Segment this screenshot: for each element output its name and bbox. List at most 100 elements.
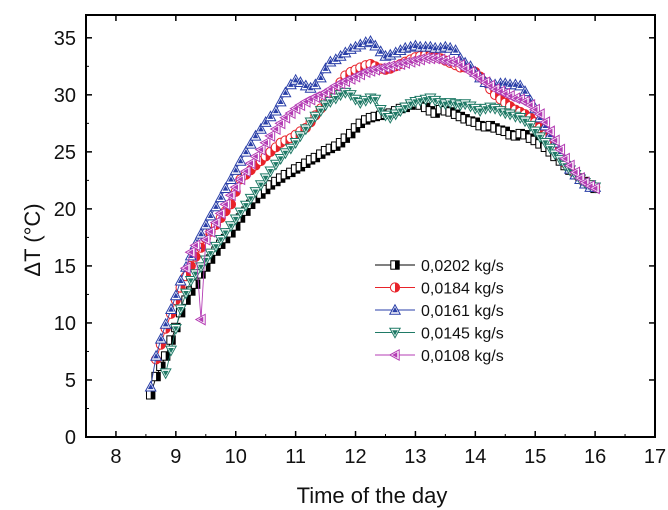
data-point bbox=[145, 390, 156, 400]
data-point bbox=[346, 128, 356, 139]
data-point bbox=[399, 102, 412, 114]
data-point bbox=[544, 143, 557, 155]
data-point bbox=[259, 173, 272, 185]
data-point bbox=[269, 123, 281, 136]
data-point bbox=[364, 34, 377, 46]
data-point bbox=[314, 106, 327, 118]
legend-item: 0,0184 kg/s bbox=[375, 281, 504, 298]
x-tick-label: 11 bbox=[285, 446, 306, 468]
data-point bbox=[514, 79, 527, 91]
data-point bbox=[204, 248, 217, 260]
data-point bbox=[214, 234, 227, 246]
data-point bbox=[214, 207, 226, 220]
data-point bbox=[543, 125, 555, 138]
data-point bbox=[309, 78, 322, 90]
data-point bbox=[284, 143, 297, 155]
legend-item: 0,0108 kg/s bbox=[375, 348, 504, 365]
data-point bbox=[249, 150, 261, 163]
plot-area bbox=[85, 14, 656, 438]
y-tick-label: 20 bbox=[54, 199, 76, 221]
data-point bbox=[189, 269, 202, 281]
data-point bbox=[194, 313, 206, 326]
data-point bbox=[569, 166, 581, 179]
data-point bbox=[274, 154, 287, 165]
series-5 bbox=[179, 52, 600, 326]
legend-marker bbox=[389, 282, 401, 293]
data-point bbox=[528, 103, 540, 116]
data-point bbox=[244, 157, 256, 170]
data-point bbox=[269, 159, 282, 171]
data-point bbox=[314, 71, 327, 83]
data-point bbox=[289, 138, 302, 149]
legend-label: 0,0161 kg/s bbox=[421, 303, 504, 320]
series-line bbox=[185, 57, 596, 320]
data-point bbox=[239, 200, 252, 212]
data-point bbox=[219, 228, 232, 240]
data-point bbox=[518, 85, 532, 97]
legend-label: 0,0108 kg/s bbox=[421, 348, 504, 365]
data-point bbox=[224, 189, 236, 202]
data-point bbox=[165, 303, 178, 314]
legend-item: 0,0202 kg/s bbox=[375, 258, 504, 275]
data-point bbox=[239, 165, 251, 178]
data-point bbox=[558, 152, 570, 165]
x-tick-label: 13 bbox=[404, 446, 426, 468]
data-point bbox=[264, 166, 277, 178]
data-point bbox=[573, 172, 585, 185]
data-point bbox=[234, 173, 246, 186]
data-point bbox=[279, 111, 291, 124]
data-point bbox=[184, 246, 196, 259]
data-point bbox=[294, 76, 307, 87]
data-point bbox=[304, 117, 317, 129]
legend-label: 0,0184 kg/s bbox=[421, 281, 504, 298]
legend-marker bbox=[388, 303, 402, 315]
data-point bbox=[234, 207, 247, 219]
legend-item: 0,0145 kg/s bbox=[375, 326, 504, 343]
data-point bbox=[249, 129, 262, 141]
data-point bbox=[309, 111, 322, 123]
y-tick-label: 35 bbox=[54, 28, 76, 50]
x-tick-label: 17 bbox=[644, 446, 666, 468]
series-4 bbox=[159, 87, 602, 380]
data-point bbox=[214, 191, 227, 203]
data-point bbox=[548, 134, 560, 147]
y-tick-label: 15 bbox=[54, 256, 76, 278]
y-tick-label: 25 bbox=[54, 142, 76, 164]
data-point bbox=[209, 200, 223, 212]
series-3 bbox=[144, 34, 602, 392]
data-point bbox=[374, 104, 387, 116]
data-point bbox=[174, 274, 187, 286]
y-axis-title: ΔT (°C) bbox=[20, 203, 45, 276]
x-axis-title: Time of the day bbox=[297, 483, 448, 508]
data-point bbox=[554, 143, 566, 156]
y-axis: 0 5 10 15 20 25 30 35 bbox=[54, 28, 655, 449]
data-point bbox=[264, 129, 276, 142]
data-point bbox=[229, 181, 241, 194]
data-point bbox=[244, 193, 257, 205]
data-point bbox=[159, 317, 172, 329]
data-point bbox=[194, 262, 208, 274]
data-point bbox=[274, 117, 286, 130]
data-point bbox=[151, 371, 161, 382]
x-tick-label: 14 bbox=[464, 446, 486, 468]
data-point bbox=[449, 44, 462, 56]
x-tick-label: 15 bbox=[524, 446, 546, 468]
x-axis: 8 9 10 11 12 13 14 15 16 17 bbox=[110, 15, 666, 468]
data-point bbox=[224, 221, 237, 233]
data-point bbox=[219, 182, 232, 194]
x-tick-label: 9 bbox=[170, 446, 181, 468]
data-point bbox=[254, 143, 266, 156]
data-point bbox=[204, 209, 217, 221]
data-point bbox=[264, 110, 277, 122]
data-point bbox=[274, 95, 287, 107]
legend: 0,0202 kg/s 0,0184 kg/s 0,0161 kg/s 0,0145 … bbox=[375, 258, 504, 365]
data-point bbox=[165, 345, 178, 357]
legend-marker bbox=[390, 260, 400, 270]
data-point bbox=[524, 120, 537, 132]
data-point bbox=[539, 138, 552, 149]
data-point bbox=[324, 96, 337, 108]
data-point bbox=[259, 115, 272, 127]
data-point bbox=[204, 225, 216, 238]
data-point bbox=[533, 108, 545, 121]
